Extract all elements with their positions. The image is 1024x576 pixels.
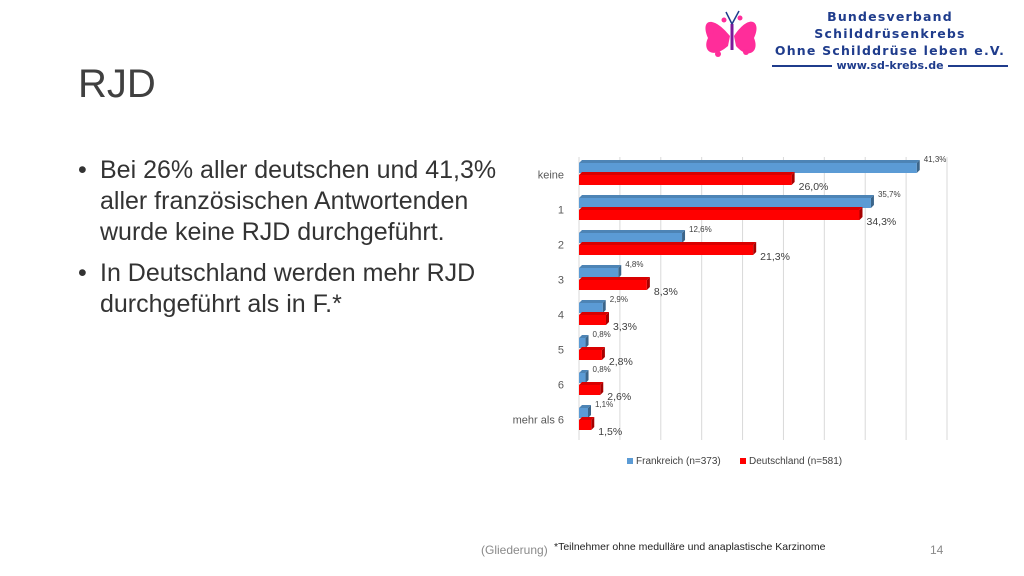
bar-top [579,300,606,303]
bar [579,373,586,383]
bar [579,245,754,255]
footnote: *Teilnehmer ohne medulläre und anaplasti… [554,541,826,553]
bar-top [579,160,920,163]
logo-url-row: www.sd-krebs.de [762,59,1018,73]
data-label: 0,8% [593,330,611,339]
bar-top [579,265,622,268]
data-label: 8,3% [654,286,678,298]
data-label: 0,8% [593,365,611,374]
bar [579,198,871,208]
bar-top [579,405,591,408]
bar [579,233,683,243]
legend-swatch [627,458,633,464]
bar-top [579,382,604,385]
data-label: 1,5% [598,426,622,438]
bar-side [601,347,605,360]
bar-side [859,207,863,220]
data-label: 1,1% [595,400,613,409]
organization-logo [698,6,1018,64]
bar-side [591,417,595,430]
category-label: 1 [558,205,564,217]
bar-side [791,172,795,185]
divider [947,65,1008,67]
bar-top [579,230,686,233]
bar-side [585,335,589,348]
bar [579,350,602,360]
outline-link[interactable]: (Gliederung) [481,543,548,557]
category-label: 5 [558,345,564,357]
data-label: 21,3% [760,251,790,263]
category-label: mehr als 6 [513,415,564,427]
legend-swatch [740,458,746,464]
butterfly-icon [705,10,757,57]
bar-side [870,195,874,208]
category-label: 6 [558,380,564,392]
data-label: 12,6% [689,225,712,234]
bar-top [579,417,595,420]
data-label: 4,8% [625,260,643,269]
bar-top [579,242,757,245]
bar [579,303,603,313]
bar-top [579,347,605,350]
legend-label: Deutschland (n=581) [749,456,842,467]
data-label: 2,9% [610,295,628,304]
category-label: 2 [558,240,564,252]
bar [579,315,606,325]
bar-top [579,195,874,198]
category-label: 3 [558,275,564,287]
bar-top [579,370,589,373]
bullet-item: Bei 26% aller deutschen und 41,3% aller … [78,155,518,248]
bar-side [618,265,622,278]
data-label: 26,0% [799,181,829,193]
bar-side [600,382,604,395]
data-label: 41,3% [924,155,947,164]
logo-line-1: Bundesverband Schilddrüsenkrebs [814,9,966,41]
category-label: keine [538,170,564,182]
slide-title: RJD [78,62,156,106]
bar [579,385,601,395]
data-label: 34,3% [866,216,896,228]
bar [579,338,586,348]
bar-side [753,242,757,255]
bar-top [579,335,589,338]
bar-side [605,312,609,325]
bar [579,175,792,185]
data-label: 35,7% [878,190,901,199]
logo-line-2: Ohne Schilddrüse leben e.V. [774,43,1006,58]
bar-top [579,312,609,315]
logo-url[interactable]: www.sd-krebs.de [836,59,944,72]
data-label: 3,3% [613,321,637,333]
bar-side [646,277,650,290]
bullet-list: Bei 26% aller deutschen und 41,3% aller … [78,155,518,330]
bar-top [579,172,795,175]
divider [772,65,833,67]
bar-side [585,370,589,383]
bar [579,408,588,418]
bar-top [579,207,863,210]
bar [579,210,860,220]
bar-top [579,277,650,280]
data-label: 2,6% [607,391,631,403]
data-label: 2,8% [609,356,633,368]
bar-side [602,300,606,313]
bar [579,163,917,173]
bar-side [682,230,686,243]
category-label: 4 [558,310,564,322]
bar-side [916,160,920,173]
bullet-item: In Deutschland werden mehr RJD durchgefü… [78,258,518,320]
logo-text-block: Bundesverband Schilddrüsenkrebs Ohne Sch… [762,8,1018,73]
bar-side [587,405,591,418]
legend-label: Frankreich (n=373) [636,456,721,467]
bar [579,280,647,290]
bar [579,420,592,430]
bar [579,268,619,278]
page-number: 14 [930,543,944,557]
